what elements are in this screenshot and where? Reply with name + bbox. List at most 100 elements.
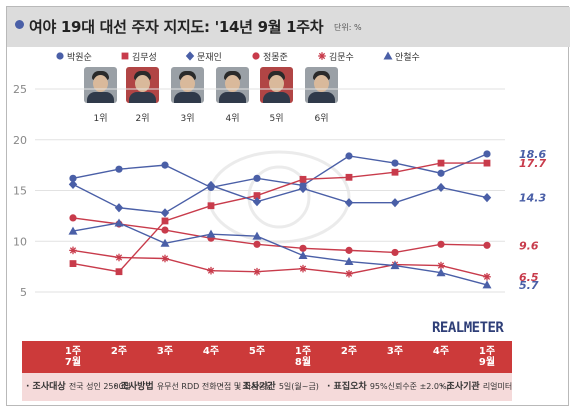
data-point (299, 264, 307, 273)
data-point (437, 261, 445, 270)
data-point (345, 269, 353, 278)
footnote-item: · 조사방법 유무선 RDD 전화면접 및 자동응답 (114, 382, 274, 392)
y-tick-label: 25 (13, 83, 27, 96)
data-point (298, 183, 308, 194)
data-point (483, 272, 491, 281)
data-point (115, 268, 123, 276)
candidate-portrait (84, 67, 117, 103)
data-point (436, 268, 446, 277)
legend-label: 안철수 (395, 53, 420, 63)
x-tick-label: 2주 (340, 346, 358, 357)
data-point (344, 198, 354, 208)
series-line (72, 153, 488, 189)
y-tick-label: 20 (13, 134, 27, 147)
unit-label: 단위: % (334, 23, 362, 32)
data-point (115, 165, 123, 173)
data-point (252, 197, 262, 207)
end-value-label: 6.5 (519, 271, 539, 284)
data-point (160, 208, 170, 218)
data-point (69, 246, 77, 255)
data-point (483, 150, 491, 158)
circle-legend-icon (56, 52, 64, 60)
legend-label: 김무성 (132, 53, 157, 63)
legend-label: 박원순 (67, 53, 92, 63)
square-legend-icon (121, 52, 129, 60)
data-point (483, 241, 491, 249)
footnote-item: · 조사기관 리얼미터 (440, 382, 512, 392)
data-point (114, 203, 124, 213)
x-tick-label: 1주 8월 (294, 346, 312, 368)
data-point (69, 214, 77, 222)
data-point (299, 244, 307, 252)
watermark-emblem (207, 150, 351, 244)
circle-legend-icon (252, 52, 260, 60)
legend-label: 김문수 (329, 53, 354, 63)
data-point (436, 182, 446, 193)
chart-frame: 여야 19대 대선 주자 지지도: '14년 9월 1주차 단위: % 박원순 김… (6, 6, 570, 406)
data-point (253, 240, 261, 248)
data-point (253, 192, 261, 199)
rank-label: 3위 (180, 114, 195, 124)
data-point (253, 267, 261, 276)
triangle-legend-icon (383, 51, 393, 60)
data-point (390, 261, 400, 270)
end-value-label: 17.7 (519, 157, 546, 170)
data-point (160, 238, 170, 247)
x-tick-label: 1주 9월 (478, 346, 496, 368)
data-point (206, 229, 216, 238)
data-point (483, 159, 491, 167)
data-point (345, 173, 353, 181)
rank-label: 4위 (225, 114, 240, 124)
series-line (72, 222, 488, 286)
rank-label: 2위 (135, 114, 150, 124)
data-point (114, 218, 124, 227)
data-point (345, 152, 353, 160)
data-point (161, 161, 169, 169)
candidate-portrait (126, 67, 159, 103)
rank-label: 5위 (269, 114, 284, 124)
rank-label: 6위 (314, 114, 329, 124)
x-tick-label: 4주 (202, 346, 220, 357)
data-point (437, 240, 445, 248)
chart-title: 여야 19대 대선 주자 지지도: '14년 9월 1주차 (29, 18, 324, 36)
end-value-label: 9.6 (519, 239, 539, 252)
data-point (298, 250, 308, 259)
candidate-portrait (216, 67, 249, 103)
x-tick-label: 3주 (156, 346, 174, 357)
y-tick-label: 5 (20, 286, 27, 299)
data-point (391, 248, 399, 257)
data-point (115, 253, 123, 262)
footnote-item: · 조사기간 5일(월~금) (236, 382, 319, 392)
data-point (345, 246, 353, 254)
data-point (69, 260, 77, 267)
data-point (161, 254, 169, 263)
y-tick-label: 10 (13, 235, 27, 248)
footnote-item: · 조사대상 전국 성인 2500명 (26, 382, 132, 392)
x-tick-label: 4주 (432, 346, 450, 357)
series-line (72, 183, 488, 214)
data-point (252, 231, 262, 240)
data-point (391, 159, 399, 167)
data-point (482, 280, 492, 289)
series-line (72, 162, 487, 273)
candidate-portrait (171, 67, 204, 103)
rank-label: 1위 (93, 114, 108, 124)
end-value-label: 14.3 (519, 192, 546, 205)
data-point (391, 168, 399, 176)
x-tick-label: 3주 (386, 346, 404, 357)
asterisk-legend-icon (318, 52, 326, 60)
data-point (390, 198, 400, 208)
data-point (253, 174, 261, 182)
x-tick-label: 5주 (248, 346, 266, 357)
data-point (344, 257, 354, 266)
data-point (299, 175, 307, 183)
data-point (437, 169, 445, 177)
data-point (207, 266, 215, 275)
series-line (72, 249, 488, 278)
legend-label: 문재인 (197, 53, 222, 63)
data-point (68, 226, 78, 235)
data-point (69, 174, 77, 182)
data-point (68, 179, 78, 190)
title-bullet-icon (15, 20, 24, 29)
x-tick-label: 2주 (110, 346, 128, 357)
